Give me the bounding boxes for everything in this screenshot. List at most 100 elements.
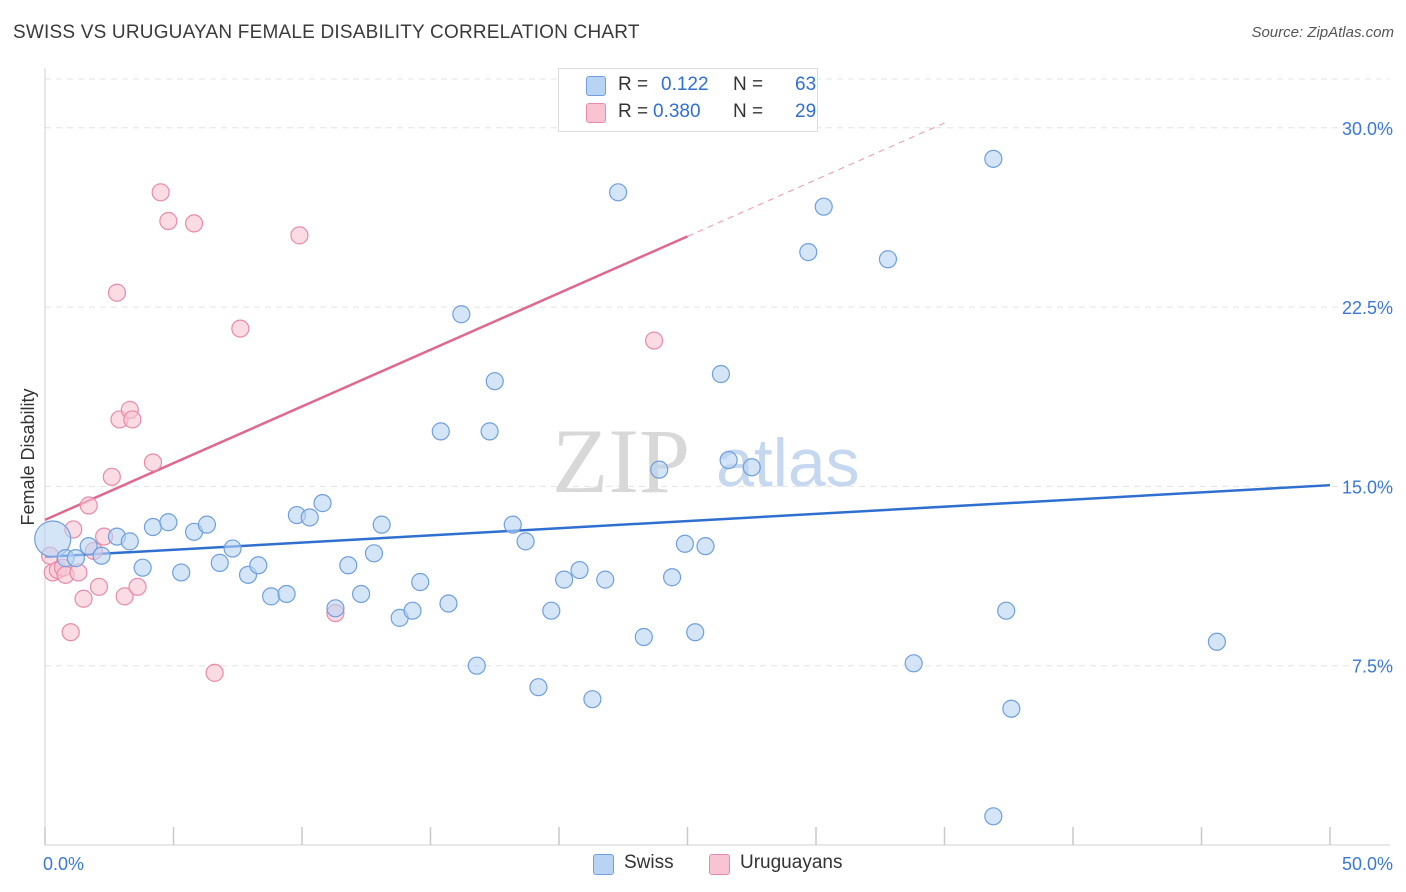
uruguayans-point-28 [644, 331, 664, 350]
uruguayans-point-18 [123, 410, 142, 429]
swiss-point-26 [372, 515, 391, 534]
swiss-point-6 [120, 532, 139, 551]
swiss-point-59 [984, 149, 1003, 168]
y-tick-label-0: 7.5% [1352, 657, 1393, 677]
swiss-point-51 [711, 364, 731, 384]
swiss-point-56 [878, 250, 898, 269]
swiss-point-36 [503, 515, 522, 534]
uruguayans-trendline [44, 122, 945, 521]
swiss-point-55 [814, 197, 833, 216]
swiss-point-34 [480, 422, 499, 441]
y-tick-label-3: 30.0% [1342, 119, 1393, 139]
y-tick-label-1: 15.0% [1342, 477, 1393, 497]
uruguayans-point-5 [61, 623, 80, 642]
swiss-point-7 [133, 558, 152, 577]
swiss-point-43 [596, 570, 615, 589]
uruguayans-point-19 [128, 577, 147, 596]
swiss-point-3 [79, 537, 98, 556]
swiss-trend-solid [44, 483, 1331, 559]
swiss-point-16 [249, 556, 268, 575]
uruguayans-point-22 [159, 211, 178, 231]
uruguayans-point-20 [143, 453, 163, 472]
x-tick-label-0: 0.0% [43, 854, 84, 874]
swiss-point-9 [159, 513, 178, 532]
swiss-point-57 [904, 654, 923, 673]
swiss-point-48 [675, 534, 695, 553]
uruguayans-r-label: R = [618, 101, 649, 122]
swiss-point-0 [34, 520, 72, 558]
swiss-point-24 [352, 584, 371, 604]
swiss-point-28 [403, 601, 422, 620]
swiss-swatch [586, 76, 606, 96]
swiss-point-47 [662, 568, 682, 587]
swiss-point-39 [542, 601, 561, 620]
uruguayans-swatch [586, 103, 606, 123]
swiss-point-61 [1002, 699, 1021, 718]
uruguayans-n-value: 29 [795, 101, 817, 122]
uruguayans-trend-dashed [687, 122, 945, 237]
uruguayans-point-11 [89, 577, 109, 596]
uruguayans-point-23 [184, 214, 204, 233]
swiss-r-value: 0.122 [661, 74, 709, 95]
swiss-point-32 [452, 305, 471, 324]
swiss-r-label: R = [618, 74, 649, 95]
swiss-point-41 [570, 560, 589, 580]
swiss-point-54 [799, 242, 818, 262]
swiss-point-58 [984, 807, 1003, 826]
uruguayans-point-14 [107, 283, 127, 302]
swiss-point-35 [485, 372, 504, 391]
uruguayans-point-26 [290, 226, 309, 245]
swiss-point-50 [696, 537, 715, 556]
swiss-point-49 [686, 623, 705, 642]
uruguayans-point-24 [205, 663, 224, 682]
swiss-point-18 [277, 584, 296, 604]
watermark-zip: ZIP [552, 410, 690, 512]
bottom-swiss-swatch [593, 854, 614, 875]
watermark-atlas: atlas [716, 425, 860, 501]
uruguayans-point-25 [231, 319, 250, 338]
swiss-point-25 [364, 544, 384, 563]
x-tick-label-1: 50.0% [1342, 854, 1393, 874]
swiss-point-22 [326, 599, 345, 618]
swiss-point-46 [650, 460, 669, 479]
swiss-point-42 [583, 690, 602, 709]
swiss-point-14 [223, 539, 242, 558]
swiss-point-30 [431, 422, 450, 441]
swiss-point-53 [742, 458, 761, 477]
swiss-point-44 [609, 183, 628, 202]
swiss-point-21 [313, 494, 332, 513]
swiss-point-13 [210, 553, 229, 572]
swiss-point-20 [300, 508, 319, 527]
swiss-point-8 [143, 517, 163, 537]
bottom-uruguayans-swatch [709, 854, 730, 875]
swiss-point-2 [66, 549, 85, 568]
uruguayans-r-value: 0.380 [653, 101, 701, 122]
bottom-swiss-label: Swiss [624, 852, 674, 873]
swiss-point-23 [339, 556, 358, 575]
uruguayans-point-16 [115, 587, 134, 606]
uruguayans-point-13 [102, 467, 121, 486]
swiss-point-45 [634, 627, 653, 647]
swiss-n-label: N = [733, 74, 764, 95]
swiss-trendline [44, 483, 1331, 559]
bottom-uruguayans-label: Uruguayans [740, 852, 843, 873]
swiss-points [34, 149, 1227, 826]
swiss-point-29 [411, 572, 430, 592]
swiss-n-value: 63 [795, 74, 817, 95]
uruguayans-point-8 [74, 589, 93, 608]
swiss-point-62 [1207, 632, 1227, 651]
swiss-point-40 [555, 570, 574, 589]
uruguayans-point-9 [79, 496, 98, 515]
uruguayans-trend-solid [44, 235, 689, 521]
swiss-point-37 [516, 532, 535, 551]
swiss-point-12 [197, 515, 217, 534]
y-tick-label-2: 22.5% [1342, 298, 1393, 318]
uruguayans-point-21 [151, 183, 170, 202]
legend: R = 0.122 N = 63 R = 0.380 N = 29 [558, 68, 818, 132]
watermark: ZIP atlas [552, 410, 860, 512]
axes [44, 68, 1390, 846]
swiss-point-10 [172, 563, 191, 582]
y-axis-title: Female Disability [18, 388, 38, 525]
swiss-point-31 [439, 594, 458, 613]
